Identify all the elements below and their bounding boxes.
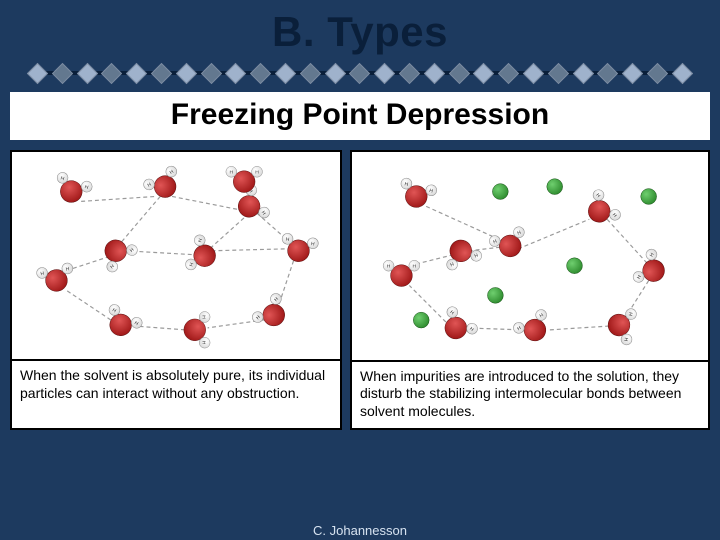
panel-pure-solvent: HHHHHHHHHHHHHHHHHHHHHH When the solvent … <box>10 150 342 430</box>
diagram-impure-solvent: HHHHHHHHHHHHHHHHHH <box>352 152 708 360</box>
panels-row: HHHHHHHHHHHHHHHHHHHHHH When the solvent … <box>10 150 710 430</box>
divider-diamond <box>27 62 48 83</box>
divider-diamond <box>126 62 147 83</box>
caption-pure-solvent: When the solvent is absolutely pure, its… <box>12 359 340 425</box>
svg-text:H: H <box>230 170 234 176</box>
slide-subtitle: Freezing Point Depression <box>10 98 710 132</box>
divider-diamond <box>374 62 395 83</box>
svg-text:H: H <box>255 170 259 176</box>
divider-diamond <box>548 62 569 83</box>
divider-diamond <box>399 62 420 83</box>
divider-diamond <box>200 62 221 83</box>
divider-diamond <box>300 62 321 83</box>
svg-text:H: H <box>413 264 417 270</box>
diagram-pure-solvent: HHHHHHHHHHHHHHHHHHHHHH <box>12 152 340 359</box>
divider-diamond <box>597 62 618 83</box>
divider-diamond <box>523 62 544 83</box>
divider-diamond <box>572 62 593 83</box>
divider-diamond <box>176 62 197 83</box>
subtitle-container: Freezing Point Depression <box>10 92 710 140</box>
svg-text:H: H <box>387 264 391 270</box>
decorative-divider <box>30 62 690 84</box>
divider-diamond <box>324 62 345 83</box>
divider-diamond-row <box>30 62 690 84</box>
svg-text:H: H <box>201 315 207 319</box>
panel-impure-solvent: HHHHHHHHHHHHHHHHHH When impurities are i… <box>350 150 710 430</box>
divider-diamond <box>498 62 519 83</box>
divider-diamond <box>622 62 643 83</box>
caption-impure-solvent: When impurities are introduced to the so… <box>352 360 708 429</box>
divider-diamond <box>448 62 469 83</box>
divider-diamond <box>225 62 246 83</box>
divider-diamond <box>424 62 445 83</box>
slide-title: B. Types <box>0 0 720 56</box>
divider-diamond <box>52 62 73 83</box>
divider-diamond <box>76 62 97 83</box>
svg-text:H: H <box>201 341 207 345</box>
divider-diamond <box>151 62 172 83</box>
divider-diamond <box>250 62 271 83</box>
divider-diamond <box>101 62 122 83</box>
divider-diamond <box>473 62 494 83</box>
divider-diamond <box>672 62 693 83</box>
divider-diamond <box>275 62 296 83</box>
divider-diamond <box>647 62 668 83</box>
slide-footer: C. Johannesson <box>0 523 720 538</box>
divider-diamond <box>349 62 370 83</box>
